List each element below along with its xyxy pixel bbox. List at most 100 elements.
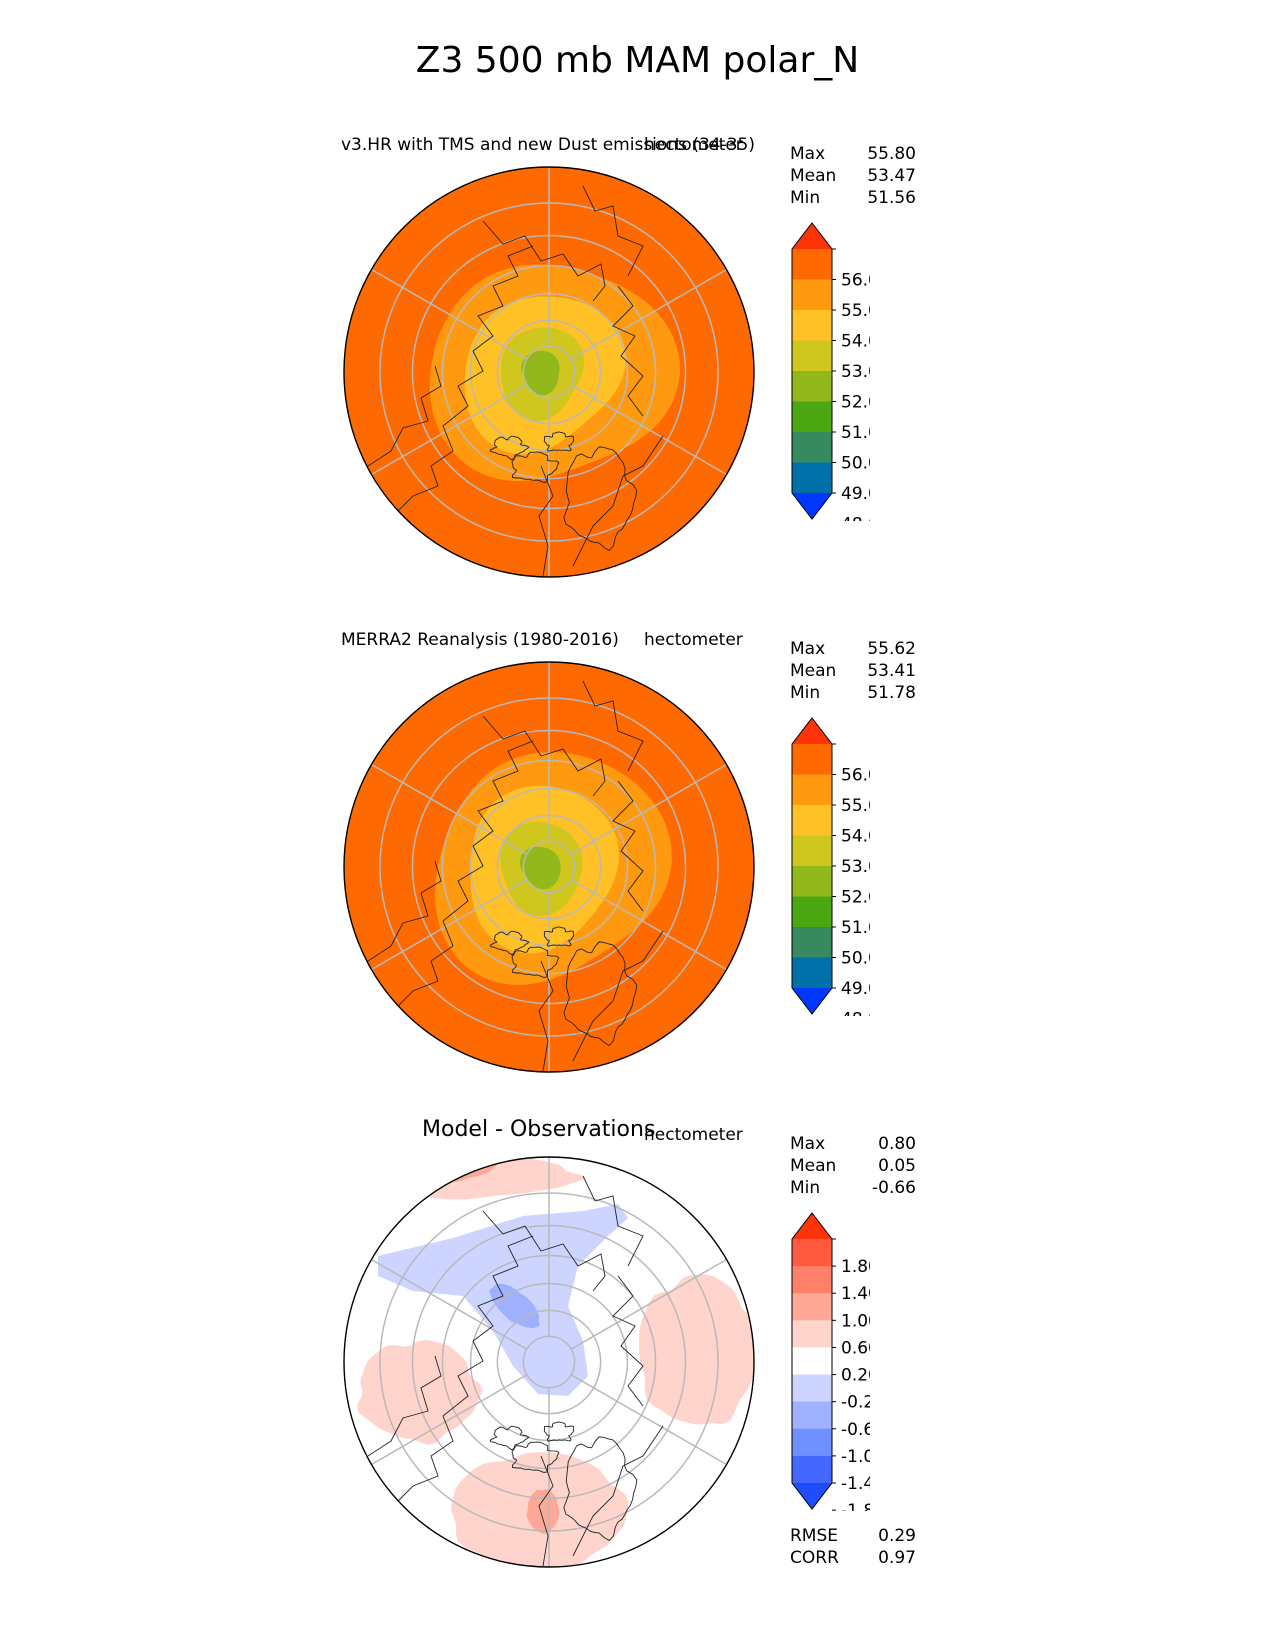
stat-min: Min 51.56 bbox=[790, 187, 916, 209]
colorbar: 56.0 55.0 54.0 53.0 52.0 51.0 50.0 49.0 48.0 bbox=[791, 717, 870, 1017]
stat-label: Min bbox=[790, 1178, 821, 1198]
colorbar-bin bbox=[792, 1347, 832, 1375]
colorbar-bin bbox=[792, 401, 832, 433]
colorbar-tick-label: 0.60 bbox=[841, 1338, 870, 1358]
graticule bbox=[371, 662, 727, 1072]
stat-value: 51.78 bbox=[867, 683, 916, 703]
coastline-europe bbox=[367, 860, 442, 962]
colorbar-extend-min bbox=[792, 1483, 832, 1509]
stat-label: Mean bbox=[790, 1156, 837, 1176]
contour-band-negative bbox=[489, 1283, 540, 1329]
coastline-island bbox=[543, 431, 575, 452]
colorbar-bin bbox=[792, 1293, 832, 1321]
stat-mean: Mean 53.41 bbox=[790, 660, 916, 682]
colorbar-tick-label: 53.0 bbox=[841, 362, 870, 382]
polar-map bbox=[343, 661, 755, 1073]
stat-value: 53.47 bbox=[867, 166, 916, 186]
colorbar-bin bbox=[792, 1455, 832, 1484]
coastline-baffin bbox=[538, 960, 554, 1072]
meridian-line bbox=[371, 268, 528, 360]
coastline-hudson bbox=[572, 435, 664, 567]
metric-corr: CORR 0.97 bbox=[790, 1547, 916, 1569]
metric-label: RMSE bbox=[790, 1526, 839, 1546]
stat-label: Mean bbox=[790, 166, 837, 186]
colorbar-bin bbox=[792, 866, 832, 897]
polar-map bbox=[343, 166, 755, 578]
meridian-line bbox=[570, 1258, 727, 1350]
map-boundary bbox=[343, 1156, 755, 1568]
stat-value: 0.05 bbox=[878, 1156, 916, 1176]
coastline-hudson bbox=[572, 930, 664, 1062]
figure-title: Z3 500 mb MAM polar_N bbox=[415, 40, 860, 81]
colorbar-tick-label: 1.00 bbox=[841, 1311, 870, 1331]
metric-value: 0.97 bbox=[878, 1548, 916, 1568]
stats-block: Max 0.80 Mean 0.05 Min -0.66 bbox=[790, 1133, 916, 1199]
stat-mean: Mean 0.05 bbox=[790, 1155, 916, 1177]
colorbar-bin bbox=[792, 957, 832, 989]
colorbar-bin bbox=[792, 249, 832, 280]
colorbar-tick-label: 48.0 bbox=[841, 515, 870, 522]
meridian-line bbox=[371, 384, 528, 476]
colorbar-tick-label: 55.0 bbox=[841, 301, 870, 321]
contour-band bbox=[519, 846, 561, 890]
stat-min: Min 51.78 bbox=[790, 682, 916, 704]
colorbar-tick-label: 52.0 bbox=[841, 888, 870, 908]
stat-label: Min bbox=[790, 683, 821, 703]
colorbar-tick-label: 56.0 bbox=[841, 271, 870, 291]
stat-label: Max bbox=[790, 1134, 826, 1154]
colorbar-bin bbox=[792, 1320, 832, 1348]
coastline-island bbox=[543, 1421, 575, 1442]
colorbar-bin bbox=[792, 744, 832, 775]
colorbar-tick-label: 51.0 bbox=[841, 423, 870, 443]
colorbar-extend-max bbox=[792, 718, 832, 744]
map-boundary bbox=[343, 166, 755, 578]
colorbar-tick-label: 51.0 bbox=[841, 918, 870, 938]
colorbar-tick-label: -1.40 bbox=[841, 1474, 870, 1494]
polar-map bbox=[343, 1156, 755, 1568]
latitude-circle bbox=[522, 840, 576, 894]
colorbar-tick-label: 1.40 bbox=[841, 1284, 870, 1304]
map-field bbox=[344, 662, 754, 1072]
colorbar: 1.80 1.40 1.00 0.60 0.20 -0.20 -0.60 -1.00 -1.40… bbox=[791, 1212, 870, 1511]
graticule bbox=[371, 1157, 727, 1567]
colorbar-bin bbox=[792, 279, 832, 311]
coastline-greenland bbox=[563, 941, 638, 1047]
metric-rmse: RMSE 0.29 bbox=[790, 1525, 916, 1547]
panel-units: hectometer bbox=[644, 135, 743, 155]
panel-title: Model - Observations bbox=[422, 1117, 656, 1142]
stat-min: Min -0.66 bbox=[790, 1177, 916, 1199]
colorbar-extend-min bbox=[792, 988, 832, 1014]
stat-value: 0.80 bbox=[878, 1134, 916, 1154]
meridian-line bbox=[570, 384, 727, 476]
colorbar-bin bbox=[792, 1266, 832, 1294]
colorbar-bin bbox=[792, 340, 832, 372]
panel-units: hectometer bbox=[644, 1125, 743, 1145]
coastline-greenland bbox=[563, 1436, 638, 1542]
coastline-baffin bbox=[538, 465, 554, 577]
colorbar-extend-max bbox=[792, 223, 832, 249]
stat-label: Max bbox=[790, 639, 826, 659]
coastline-island bbox=[489, 1425, 530, 1451]
stat-label: Min bbox=[790, 188, 821, 208]
stat-max: Max 0.80 bbox=[790, 1133, 916, 1155]
colorbar-tick-label: 48.0 bbox=[841, 1010, 870, 1017]
graticule bbox=[371, 167, 727, 577]
meridian-line bbox=[371, 879, 528, 971]
colorbar-extend-min bbox=[792, 493, 832, 519]
colorbar-tick-label: 50.0 bbox=[841, 454, 870, 474]
meridian-line bbox=[371, 763, 528, 855]
coastline-siberia bbox=[482, 220, 606, 302]
colorbar-tick-label: 50.0 bbox=[841, 949, 870, 969]
meridian-line bbox=[570, 879, 727, 971]
colorbar-bin bbox=[792, 1374, 832, 1403]
coastline-island bbox=[489, 435, 530, 461]
panel-difference: Model - Observations hectometer Max 0.80 … bbox=[0, 1115, 1275, 1605]
panel-test: v3.HR with TMS and new Dust emissions (3… bbox=[0, 125, 1275, 615]
panel-title: v3.HR with TMS and new Dust emissions (3… bbox=[341, 135, 755, 155]
colorbar-bin bbox=[792, 805, 832, 836]
map-field bbox=[344, 1157, 754, 1567]
colorbar-bins bbox=[791, 222, 836, 520]
colorbar-tick-label: -0.60 bbox=[841, 1420, 870, 1440]
coastline-north-america bbox=[612, 285, 644, 417]
coastline-baffin bbox=[538, 1455, 554, 1567]
